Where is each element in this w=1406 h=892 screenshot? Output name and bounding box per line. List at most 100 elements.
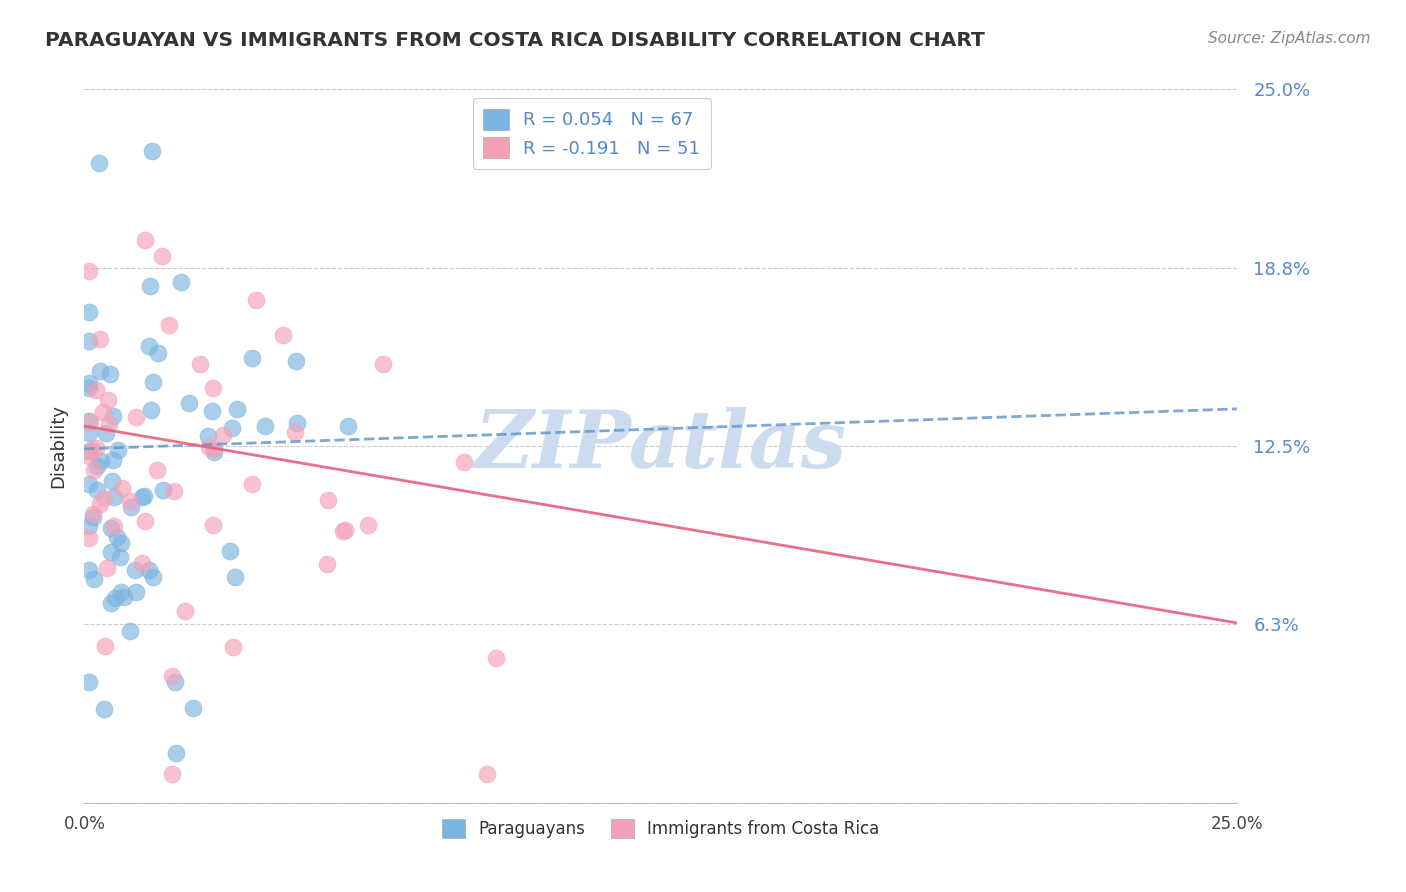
Point bbox=[145, 462, 167, 476]
Point bbox=[112, 590, 135, 604]
Point bbox=[240, 476, 263, 491]
Point bbox=[198, 440, 221, 454]
Point bbox=[77, 443, 100, 458]
Point bbox=[152, 483, 174, 497]
Point bbox=[134, 515, 156, 529]
Point bbox=[100, 596, 122, 610]
Point bbox=[142, 375, 165, 389]
Point bbox=[197, 428, 219, 442]
Point bbox=[173, 604, 195, 618]
Point bbox=[138, 339, 160, 353]
Point bbox=[120, 624, 142, 638]
Point bbox=[118, 494, 141, 508]
Point bbox=[96, 561, 118, 575]
Point bbox=[84, 384, 107, 398]
Point bbox=[77, 381, 100, 395]
Text: ZIPatlas: ZIPatlas bbox=[475, 408, 846, 484]
Point bbox=[202, 442, 225, 456]
Point bbox=[98, 368, 121, 382]
Point bbox=[101, 409, 124, 423]
Point bbox=[84, 441, 107, 455]
Point bbox=[79, 675, 101, 690]
Point bbox=[188, 357, 211, 371]
Point bbox=[316, 557, 339, 571]
Point bbox=[165, 674, 187, 689]
Point bbox=[225, 401, 247, 416]
Point bbox=[86, 483, 108, 497]
Point bbox=[157, 318, 180, 333]
Point bbox=[453, 454, 475, 468]
Point bbox=[160, 669, 183, 683]
Point bbox=[134, 489, 156, 503]
Point bbox=[82, 443, 104, 458]
Point bbox=[202, 381, 225, 395]
Point bbox=[170, 276, 193, 290]
Point bbox=[101, 474, 124, 488]
Point bbox=[83, 463, 105, 477]
Point bbox=[77, 376, 100, 390]
Point bbox=[110, 585, 132, 599]
Point bbox=[242, 351, 264, 366]
Y-axis label: Disability: Disability bbox=[49, 404, 67, 488]
Point bbox=[357, 518, 380, 533]
Point bbox=[218, 543, 240, 558]
Point bbox=[101, 453, 124, 467]
Point bbox=[475, 767, 498, 781]
Point bbox=[107, 443, 129, 458]
Point bbox=[77, 414, 100, 428]
Point bbox=[201, 517, 224, 532]
Point bbox=[285, 417, 308, 431]
Point bbox=[79, 415, 101, 429]
Point bbox=[97, 392, 120, 407]
Point bbox=[165, 747, 187, 761]
Point bbox=[111, 481, 134, 495]
Point bbox=[94, 425, 117, 440]
Point bbox=[245, 293, 267, 307]
Point bbox=[77, 304, 100, 318]
Point bbox=[105, 530, 128, 544]
Point bbox=[89, 332, 111, 346]
Text: Source: ZipAtlas.com: Source: ZipAtlas.com bbox=[1208, 31, 1371, 46]
Point bbox=[91, 405, 114, 419]
Point bbox=[160, 767, 183, 781]
Point bbox=[90, 454, 112, 468]
Point bbox=[142, 570, 165, 584]
Point bbox=[134, 233, 156, 247]
Point bbox=[141, 145, 163, 159]
Legend: Paraguayans, Immigrants from Costa Rica: Paraguayans, Immigrants from Costa Rica bbox=[436, 812, 886, 845]
Point bbox=[163, 483, 186, 498]
Point bbox=[124, 563, 146, 577]
Point bbox=[77, 449, 100, 463]
Point bbox=[77, 563, 100, 577]
Point bbox=[97, 417, 120, 432]
Point bbox=[125, 409, 148, 424]
Point bbox=[333, 524, 356, 538]
Point bbox=[93, 491, 115, 506]
Point bbox=[89, 156, 111, 170]
Point bbox=[485, 651, 508, 665]
Point bbox=[222, 640, 245, 655]
Point bbox=[82, 509, 104, 524]
Point bbox=[89, 497, 111, 511]
Point bbox=[108, 550, 131, 565]
Point bbox=[94, 639, 117, 653]
Point bbox=[271, 328, 294, 343]
Point bbox=[138, 563, 160, 577]
Point bbox=[100, 521, 122, 535]
Point bbox=[179, 396, 201, 410]
Point bbox=[212, 428, 235, 442]
Point bbox=[150, 249, 173, 263]
Text: PARAGUAYAN VS IMMIGRANTS FROM COSTA RICA DISABILITY CORRELATION CHART: PARAGUAYAN VS IMMIGRANTS FROM COSTA RICA… bbox=[45, 31, 984, 50]
Point bbox=[103, 518, 125, 533]
Point bbox=[183, 701, 205, 715]
Point bbox=[332, 524, 354, 538]
Point bbox=[110, 536, 132, 550]
Point bbox=[316, 493, 339, 508]
Point bbox=[284, 354, 307, 368]
Point bbox=[77, 476, 100, 491]
Point bbox=[77, 531, 100, 545]
Point bbox=[373, 357, 395, 371]
Point bbox=[224, 570, 246, 584]
Point bbox=[202, 445, 225, 459]
Point bbox=[141, 403, 163, 417]
